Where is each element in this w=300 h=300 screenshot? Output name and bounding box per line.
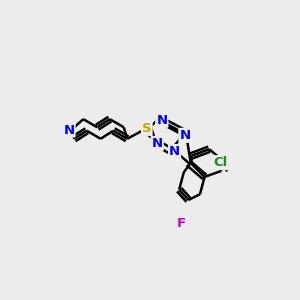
Text: N: N [152, 137, 163, 150]
Text: Cl: Cl [214, 156, 228, 169]
Text: N: N [169, 145, 180, 158]
Text: F: F [176, 217, 186, 230]
Text: N: N [63, 124, 74, 136]
Text: S: S [142, 122, 152, 135]
Text: N: N [156, 114, 167, 127]
Text: N: N [179, 129, 191, 142]
